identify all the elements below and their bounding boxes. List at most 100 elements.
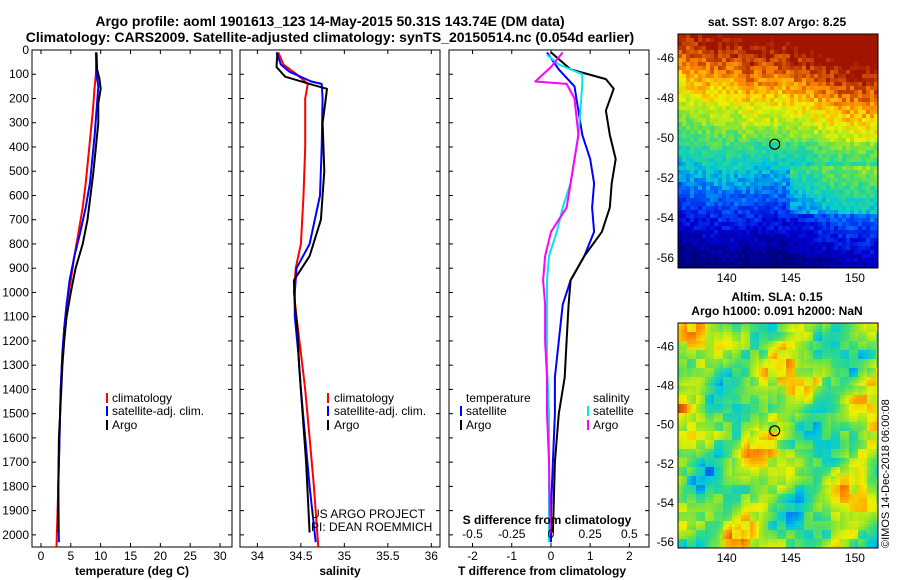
heatmap-cell [699,335,703,339]
heatmap-cell [774,332,778,336]
heatmap-cell [766,82,771,87]
heatmap-cell [838,106,843,111]
heatmap-cell [762,230,767,235]
heatmap-cell [825,341,829,345]
heatmap-cell [795,359,799,363]
heatmap-cell [846,353,850,357]
heatmap-cell [678,210,683,215]
heatmap-cell [678,262,683,267]
heatmap-cell [846,386,850,390]
heatmap-cell [705,350,709,354]
heatmap-cell [783,386,787,390]
heatmap-cell [852,338,856,342]
heatmap-cell [828,332,832,336]
heatmap-cell [801,356,805,360]
heatmap-cell [780,341,784,345]
heatmap-cell [702,194,707,199]
heatmap-cell [753,332,757,336]
heatmap-cell [795,377,799,381]
heatmap-cell [682,154,687,159]
heatmap-cell [866,62,871,67]
heatmap-cell [714,138,719,143]
heatmap-cell [742,254,747,259]
heatmap-cell [723,392,727,396]
heatmap-cell [723,347,727,351]
heatmap-cell [686,182,691,187]
heatmap-cell [744,359,748,363]
heatmap-cell [714,50,719,55]
heatmap-cell [802,50,807,55]
heatmap-cell [822,262,827,267]
heatmap-cell [722,234,727,239]
heatmap-cell [754,218,759,223]
heatmap-cell [822,34,827,39]
heatmap-cell [810,118,815,123]
heatmap-cell [864,383,868,387]
heatmap-cell [741,374,745,378]
heatmap-cell [834,94,839,99]
heatmap-cell [777,335,781,339]
heatmap-cell [819,359,823,363]
heatmap-cell [702,392,706,396]
heatmap-cell [754,226,759,231]
heatmap-cell [699,329,703,333]
heatmap-cell [831,344,835,348]
heatmap-cell [837,395,841,399]
heatmap-cell [783,371,787,375]
heatmap-cell [810,246,815,251]
heatmap-cell [726,54,731,59]
heatmap-cell [782,130,787,135]
heatmap-cell [686,178,691,183]
heatmap-cell [830,202,835,207]
heatmap-cell [794,74,799,79]
heatmap-cell [818,214,823,219]
heatmap-cell [828,395,832,399]
heatmap-cell [870,362,874,366]
heatmap-cell [822,158,827,163]
heatmap-cell [730,190,735,195]
salinity-profile-series-2 [275,52,328,533]
heatmap-cell [714,362,718,366]
heatmap-cell [870,395,874,399]
heatmap-cell [828,323,832,327]
heatmap-cell [818,158,823,163]
heatmap-cell [756,359,760,363]
heatmap-cell [717,386,721,390]
heatmap-cell [710,54,715,59]
heatmap-cell [706,170,711,175]
heatmap-cell [794,150,799,155]
heatmap-cell [806,186,811,191]
heatmap-cell [806,138,811,143]
heatmap-cell [682,206,687,211]
heatmap-cell [874,170,878,175]
heatmap-cell [726,134,731,139]
heatmap-cell [806,38,811,43]
heatmap-cell [678,202,683,207]
heatmap-cell [862,70,867,75]
heatmap-cell [698,182,703,187]
heatmap-cell [754,190,759,195]
heatmap-cell [714,326,718,330]
heatmap-cell [867,392,871,396]
heatmap-cell [801,329,805,333]
heatmap-cell [699,344,703,348]
heatmap-cell [867,353,871,357]
heatmap-cell [795,347,799,351]
heatmap-cell [766,154,771,159]
heatmap-cell [864,371,868,375]
heatmap-cell [678,194,683,199]
heatmap-cell [794,202,799,207]
heatmap-cell [698,194,703,199]
heatmap-cell [794,166,799,171]
heatmap-cell [814,222,819,227]
heatmap-cell [854,42,859,47]
heatmap-cell [822,230,827,235]
heatmap-cell [738,371,742,375]
heatmap-cell [778,82,783,87]
heatmap-cell [834,58,839,63]
heatmap-cell [858,126,863,131]
heatmap-cell [710,146,715,151]
heatmap-cell [762,356,766,360]
heatmap-cell [850,162,855,167]
heatmap-cell [862,206,867,211]
